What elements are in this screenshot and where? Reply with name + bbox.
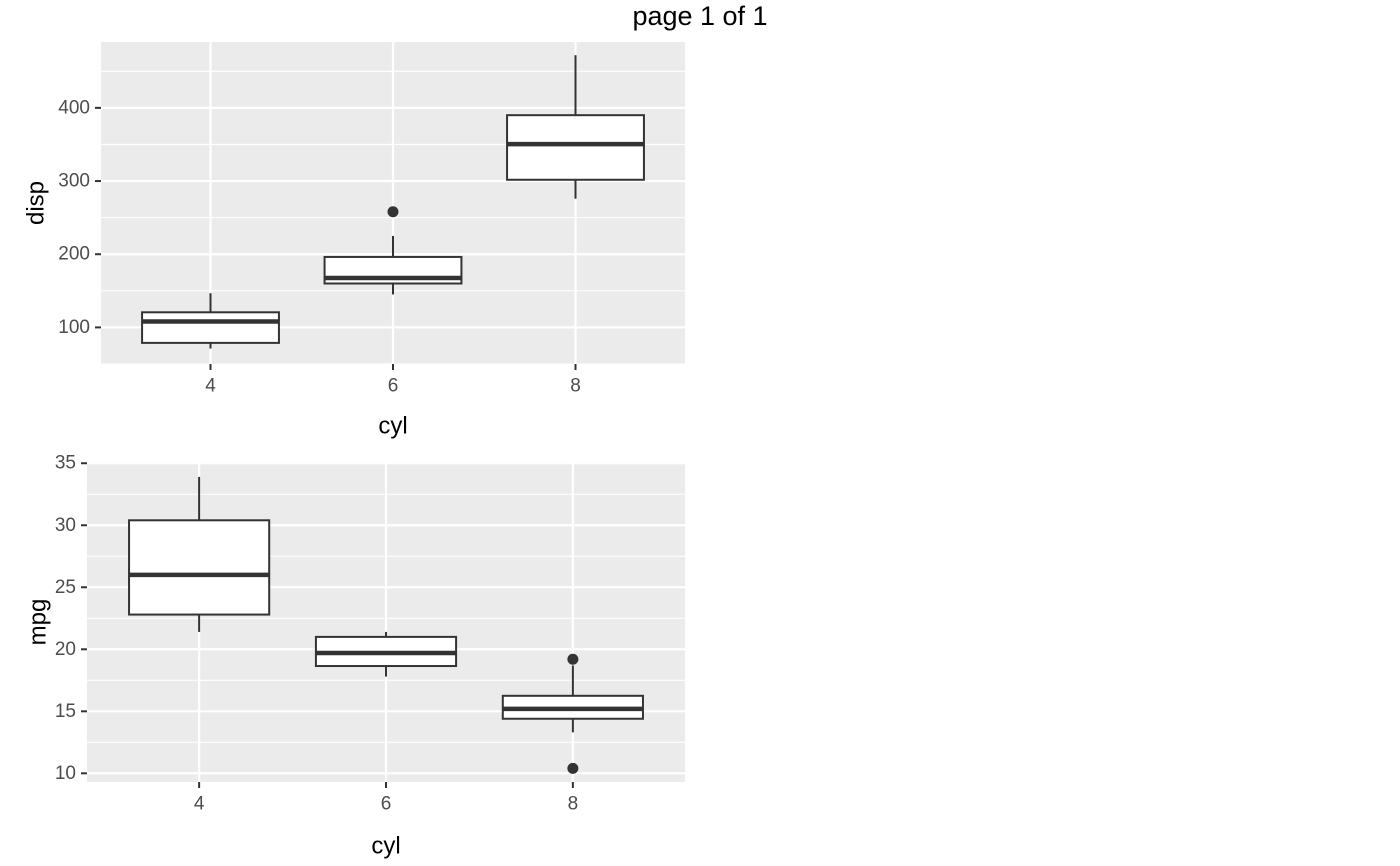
y-tick-label: 10 xyxy=(55,763,76,784)
y-tick-label: 25 xyxy=(55,577,76,598)
page-title: page 1 of 1 xyxy=(632,1,768,31)
outlier-point xyxy=(567,762,579,774)
x-tick-label: 8 xyxy=(568,794,579,815)
box-cyl-8 xyxy=(501,653,644,774)
disp-boxplot: 100 200 300 400 4 6 8 cyl disp xyxy=(23,42,685,440)
box-iqr xyxy=(128,519,271,616)
box-cyl-4 xyxy=(141,293,280,349)
x-tick-label: 4 xyxy=(205,376,216,397)
y-tick-label: 400 xyxy=(58,97,90,118)
box-iqr xyxy=(141,311,280,344)
mpg-boxplot: 10 15 20 25 30 35 4 6 8 cyl mpg xyxy=(25,453,685,860)
box-cyl-8 xyxy=(506,55,645,199)
box-cyl-6 xyxy=(323,206,463,295)
x-tick-label: 8 xyxy=(570,376,581,397)
x-tick-label: 6 xyxy=(381,794,392,815)
y-tick-label: 200 xyxy=(58,244,90,265)
y-axis-title: disp xyxy=(23,181,50,225)
y-tick-label: 35 xyxy=(55,453,76,474)
box-cyl-6 xyxy=(314,631,458,677)
x-tick-label: 6 xyxy=(388,376,399,397)
outlier-point xyxy=(387,206,399,218)
y-tick-label: 15 xyxy=(55,701,76,722)
box-iqr xyxy=(506,114,645,181)
x-tick-label: 4 xyxy=(194,794,205,815)
y-tick-label: 300 xyxy=(58,171,90,192)
y-tick-label: 30 xyxy=(55,515,76,536)
x-axis-title: cyl xyxy=(378,413,407,440)
outlier-point xyxy=(567,653,579,665)
y-tick-label: 100 xyxy=(58,317,90,338)
box-cyl-4 xyxy=(128,476,271,632)
y-axis-title: mpg xyxy=(25,599,52,646)
x-axis-title: cyl xyxy=(371,833,400,860)
y-tick-label: 20 xyxy=(55,639,76,660)
